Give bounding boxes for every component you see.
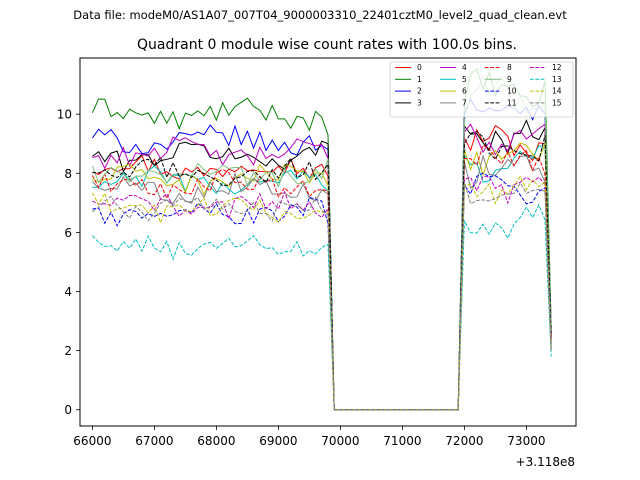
figure-suptitle: Data file: modeM0/AS1A07_007T04_90000033… [73,8,567,22]
y-tick-label: 8 [64,167,72,181]
series-line-14 [91,175,552,411]
legend-label-0: 0 [417,63,422,72]
axes-background [80,58,576,426]
legend-label-10: 10 [507,87,517,96]
legend-label-8: 8 [507,63,512,72]
y-tick-label: 0 [64,403,72,417]
y-tick-label: 6 [64,226,72,240]
x-tick-label: 70000 [321,434,359,448]
legend-label-13: 13 [552,75,562,84]
chart-title: Quadrant 0 module wise count rates with … [137,37,517,53]
legend-label-3: 3 [417,98,422,107]
legend-label-6: 6 [462,87,467,96]
legend-frame [389,61,574,118]
series-line-8 [91,144,552,411]
y-tick-label: 2 [64,344,72,358]
legend-label-9: 9 [507,75,512,84]
legend-label-11: 11 [507,98,517,107]
series-line-10 [92,172,552,411]
series-line-15 [92,182,552,411]
legend-label-12: 12 [552,63,562,72]
y-tick-label: 4 [64,285,72,299]
x-axis-offset-label: +3.118e8 [516,455,575,469]
x-axis: 66000 67000 68000 69000 70000 71000 72000 73000 [73,426,545,448]
x-tick-label: 66000 [73,434,111,448]
series-layer [91,68,552,411]
x-tick-label: 68000 [197,434,235,448]
legend-label-14: 14 [552,87,562,96]
series-line-6 [92,142,552,411]
y-axis: 0 2 4 6 8 10 [57,108,80,417]
legend-label-2: 2 [417,87,422,96]
series-line-4 [92,123,552,411]
legend-label-4: 4 [462,63,467,72]
legend-label-5: 5 [462,75,467,84]
x-tick-label: 71000 [383,434,421,448]
legend-label-7: 7 [462,98,467,107]
x-tick-label: 72000 [445,434,483,448]
legend-label-15: 15 [552,98,562,107]
x-tick-label: 73000 [507,434,545,448]
y-tick-label: 10 [57,108,72,122]
plot-area [79,57,577,427]
axes-frame [79,57,577,427]
x-tick-label: 69000 [259,434,297,448]
x-tick-label: 67000 [135,434,173,448]
legend-label-1: 1 [417,75,422,84]
